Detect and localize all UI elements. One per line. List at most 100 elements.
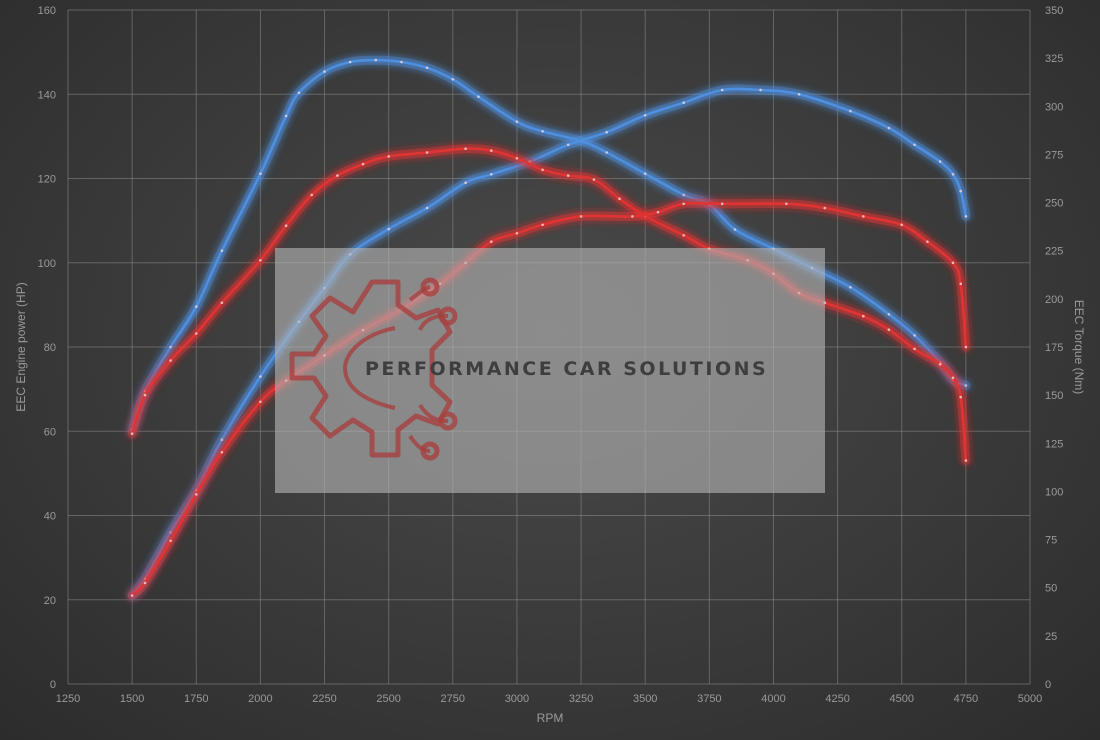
x-tick-label: 1500 bbox=[120, 693, 144, 705]
data-point bbox=[425, 66, 429, 70]
data-point bbox=[618, 197, 621, 200]
data-point bbox=[284, 224, 288, 227]
data-point bbox=[913, 143, 916, 147]
data-point bbox=[130, 594, 134, 597]
left-tick-label: 40 bbox=[44, 511, 56, 523]
x-tick-label: 3250 bbox=[569, 693, 593, 705]
series-line bbox=[130, 201, 968, 597]
data-point bbox=[195, 305, 198, 308]
data-point bbox=[887, 328, 891, 332]
x-tick-label: 1250 bbox=[56, 693, 80, 705]
data-point bbox=[541, 223, 544, 227]
right-tick-label: 50 bbox=[1045, 583, 1057, 595]
data-point bbox=[387, 155, 391, 158]
data-point bbox=[900, 223, 903, 227]
axis-ticks: 1250 1500 1750 2000 2250 2500 2750 3000 3250 3500… bbox=[38, 5, 1064, 705]
x-tick-label: 4250 bbox=[825, 693, 849, 705]
data-point bbox=[259, 400, 262, 404]
data-point bbox=[220, 451, 224, 454]
data-point bbox=[566, 174, 570, 177]
data-point bbox=[515, 232, 519, 235]
data-point bbox=[964, 345, 968, 349]
left-tick-label: 100 bbox=[38, 258, 56, 270]
x-tick-label: 3000 bbox=[505, 693, 529, 705]
data-point bbox=[348, 60, 352, 64]
right-tick-label: 350 bbox=[1045, 5, 1063, 17]
data-point bbox=[169, 345, 172, 349]
data-point bbox=[862, 314, 865, 318]
right-tick-label: 325 bbox=[1045, 53, 1063, 65]
left-tick-label: 160 bbox=[38, 5, 56, 17]
data-point bbox=[259, 375, 262, 378]
data-point bbox=[566, 143, 570, 147]
data-point bbox=[220, 438, 224, 442]
data-point bbox=[938, 363, 942, 366]
right-tick-label: 150 bbox=[1045, 390, 1063, 402]
data-point bbox=[130, 432, 134, 436]
data-point bbox=[643, 172, 647, 175]
data-point bbox=[259, 259, 262, 262]
data-point bbox=[323, 70, 326, 73]
series-stock-left-axis bbox=[127, 198, 971, 600]
x-tick-label: 1750 bbox=[184, 693, 208, 705]
data-point bbox=[682, 234, 685, 237]
right-tick-label: 275 bbox=[1045, 149, 1063, 161]
data-point bbox=[913, 334, 916, 337]
left-tick-label: 20 bbox=[44, 595, 56, 607]
right-tick-label: 300 bbox=[1045, 101, 1063, 113]
data-point bbox=[361, 162, 365, 166]
data-point bbox=[220, 301, 224, 305]
data-point bbox=[959, 282, 962, 286]
data-point bbox=[643, 114, 647, 117]
data-point bbox=[759, 88, 762, 92]
right-tick-label: 175 bbox=[1045, 342, 1063, 354]
left-tick-label: 120 bbox=[38, 174, 56, 186]
data-point bbox=[400, 60, 403, 64]
data-point bbox=[964, 215, 968, 218]
data-point bbox=[425, 151, 429, 154]
watermark: PERFORMANCE CAR SOLUTIONS bbox=[275, 248, 825, 493]
left-tick-label: 60 bbox=[44, 426, 56, 438]
data-point bbox=[464, 147, 467, 150]
data-point bbox=[631, 215, 634, 218]
data-point bbox=[541, 168, 544, 172]
data-point bbox=[959, 189, 962, 193]
data-point bbox=[515, 120, 519, 123]
data-point bbox=[490, 149, 493, 152]
data-point bbox=[785, 202, 788, 206]
data-point bbox=[656, 210, 660, 214]
left-tick-label: 80 bbox=[44, 342, 56, 354]
data-point bbox=[490, 173, 493, 176]
data-point bbox=[284, 114, 288, 118]
data-point bbox=[605, 151, 608, 154]
data-point bbox=[464, 181, 467, 184]
data-point bbox=[374, 58, 378, 62]
data-point bbox=[887, 313, 891, 316]
x-tick-label: 2000 bbox=[248, 693, 272, 705]
data-point bbox=[682, 101, 685, 104]
right-tick-label: 225 bbox=[1045, 246, 1063, 258]
data-point bbox=[797, 93, 801, 96]
data-point bbox=[823, 206, 827, 210]
data-point bbox=[169, 539, 172, 543]
data-point bbox=[195, 332, 198, 335]
data-point bbox=[425, 206, 429, 210]
x-tick-label: 4000 bbox=[761, 693, 785, 705]
data-point bbox=[297, 91, 301, 95]
data-point bbox=[951, 173, 955, 176]
data-point bbox=[336, 174, 339, 177]
left-tick-label: 0 bbox=[50, 679, 56, 691]
gear-logo-icon bbox=[289, 277, 458, 461]
data-point bbox=[169, 359, 172, 362]
x-tick-label: 3750 bbox=[697, 693, 721, 705]
x-axis-title: RPM bbox=[537, 711, 564, 725]
x-tick-label: 2750 bbox=[441, 693, 465, 705]
watermark-text: PERFORMANCE CAR SOLUTIONS bbox=[365, 358, 768, 380]
data-point bbox=[592, 178, 596, 181]
x-tick-label: 4500 bbox=[889, 693, 913, 705]
data-point bbox=[541, 130, 544, 133]
grid bbox=[67, 9, 1031, 685]
data-point bbox=[964, 384, 968, 387]
x-tick-label: 3500 bbox=[633, 693, 657, 705]
